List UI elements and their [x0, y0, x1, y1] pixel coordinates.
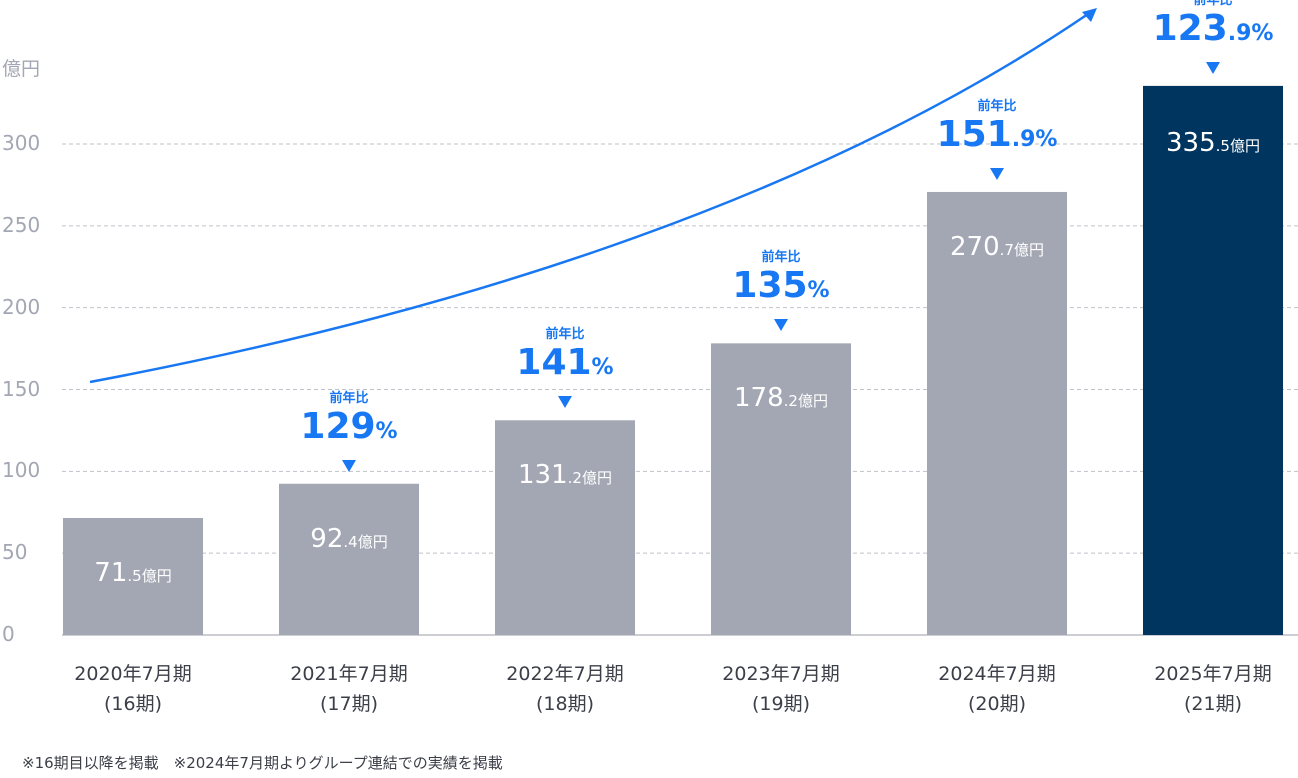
category-term: (20期) [967, 693, 1026, 715]
category-term: (21期) [1183, 693, 1242, 715]
bar-value-label: 92.4億円 [279, 524, 419, 554]
bar [279, 483, 419, 635]
category-period: 2023年7月期 [722, 663, 840, 685]
value-decimal: .2億円 [783, 392, 828, 411]
growth-int: 123 [1152, 7, 1228, 49]
y-tick-label: 50 [2, 540, 28, 565]
bar [495, 420, 635, 635]
x-tick-label: 2024年7月期 (20期) [897, 659, 1097, 719]
category-period: 2021年7月期 [290, 663, 408, 685]
growth-label: 前年比 123.9% [1113, 0, 1298, 49]
bar [927, 191, 1067, 635]
category-term: (19期) [751, 693, 810, 715]
growth-label: 前年比 129% [249, 387, 449, 447]
bar-value-label: 131.2億円 [495, 460, 635, 490]
y-tick-label: 300 [2, 131, 41, 155]
down-triangle-icon [990, 167, 1004, 180]
category-period: 2025年7月期 [1154, 663, 1272, 685]
growth-label: 前年比 141% [465, 323, 665, 383]
bar [711, 343, 851, 635]
y-tick-label: 200 [2, 294, 41, 319]
value-decimal: .5億円 [1215, 136, 1260, 155]
trend-arrow-icon [1082, 8, 1097, 22]
growth-int: 135 [732, 265, 808, 307]
down-triangle-icon [774, 319, 788, 332]
value-int: 178 [734, 383, 784, 414]
down-triangle-icon [558, 396, 572, 409]
growth-int: 151 [936, 113, 1012, 155]
bar [1143, 85, 1283, 636]
value-int: 270 [950, 231, 1000, 262]
footnote: ※16期目以降を掲載 ※2024年7月期よりグループ連結での実績を掲載 [22, 754, 503, 772]
category-period: 2020年7月期 [74, 663, 192, 685]
category-term: (18期) [535, 693, 594, 715]
bar-value-label: 335.5億円 [1143, 128, 1283, 158]
bar-value-label: 71.5億円 [63, 558, 203, 588]
bar [63, 517, 203, 635]
growth-caption: 前年比 [761, 250, 801, 266]
growth-decimal: % [375, 418, 398, 444]
growth-decimal: % [807, 278, 830, 304]
growth-label: 前年比 151.9% [897, 95, 1097, 155]
category-period: 2024年7月期 [938, 663, 1056, 685]
y-tick-label: 100 [2, 458, 41, 483]
growth-int: 141 [516, 342, 592, 384]
x-tick-label: 2025年7月期 (21期) [1113, 659, 1298, 719]
growth-label: 前年比 135% [681, 246, 881, 306]
down-triangle-icon [1206, 61, 1220, 74]
category-term: (16期) [103, 693, 162, 715]
growth-caption: 前年比 [1193, 0, 1233, 8]
category-term: (17期) [319, 693, 378, 715]
y-tick-label: 150 [2, 376, 41, 401]
growth-decimal: % [591, 355, 614, 381]
value-decimal: .4億円 [343, 532, 388, 551]
value-decimal: .7億円 [999, 240, 1044, 259]
x-tick-label: 2022年7月期 (18期) [465, 659, 665, 719]
x-tick-label: 2020年7月期 (16期) [33, 659, 233, 719]
growth-caption: 前年比 [545, 327, 585, 343]
bar-value-label: 178.2億円 [711, 383, 851, 413]
growth-decimal: .9% [1011, 126, 1058, 152]
growth-caption: 前年比 [329, 390, 369, 406]
y-axis-unit: 億円 [2, 58, 41, 80]
value-int: 92 [310, 523, 344, 554]
value-decimal: .2億円 [567, 469, 612, 488]
growth-int: 129 [300, 405, 376, 447]
value-int: 71 [94, 557, 128, 588]
down-triangle-icon [342, 459, 356, 472]
value-decimal: .5億円 [127, 566, 172, 585]
y-tick-label: 0 [2, 622, 15, 646]
x-tick-label: 2023年7月期 (19期) [681, 659, 881, 719]
x-tick-label: 2021年7月期 (17期) [249, 659, 449, 719]
growth-decimal: .9% [1227, 20, 1274, 46]
value-int: 131 [518, 460, 568, 491]
bar-value-label: 270.7億円 [927, 232, 1067, 262]
value-int: 335 [1166, 127, 1216, 158]
trend-line [89, 12, 1089, 384]
growth-caption: 前年比 [977, 98, 1017, 114]
category-period: 2022年7月期 [506, 663, 624, 685]
y-tick-label: 250 [2, 212, 41, 237]
